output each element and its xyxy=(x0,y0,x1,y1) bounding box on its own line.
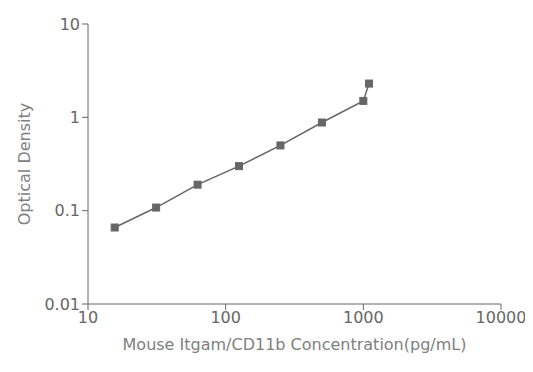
svg-text:1000: 1000 xyxy=(343,308,384,327)
svg-text:10: 10 xyxy=(60,15,80,34)
svg-text:10: 10 xyxy=(78,308,98,327)
svg-text:Optical Density: Optical Density xyxy=(15,103,34,225)
svg-text:0.01: 0.01 xyxy=(44,295,80,314)
svg-text:10000: 10000 xyxy=(476,308,525,327)
svg-text:1: 1 xyxy=(70,108,80,127)
svg-text:Mouse Itgam/CD11b Concentratio: Mouse Itgam/CD11b Concentration(pg/mL) xyxy=(123,335,467,354)
svg-text:0.1: 0.1 xyxy=(55,201,80,220)
svg-text:100: 100 xyxy=(210,308,241,327)
